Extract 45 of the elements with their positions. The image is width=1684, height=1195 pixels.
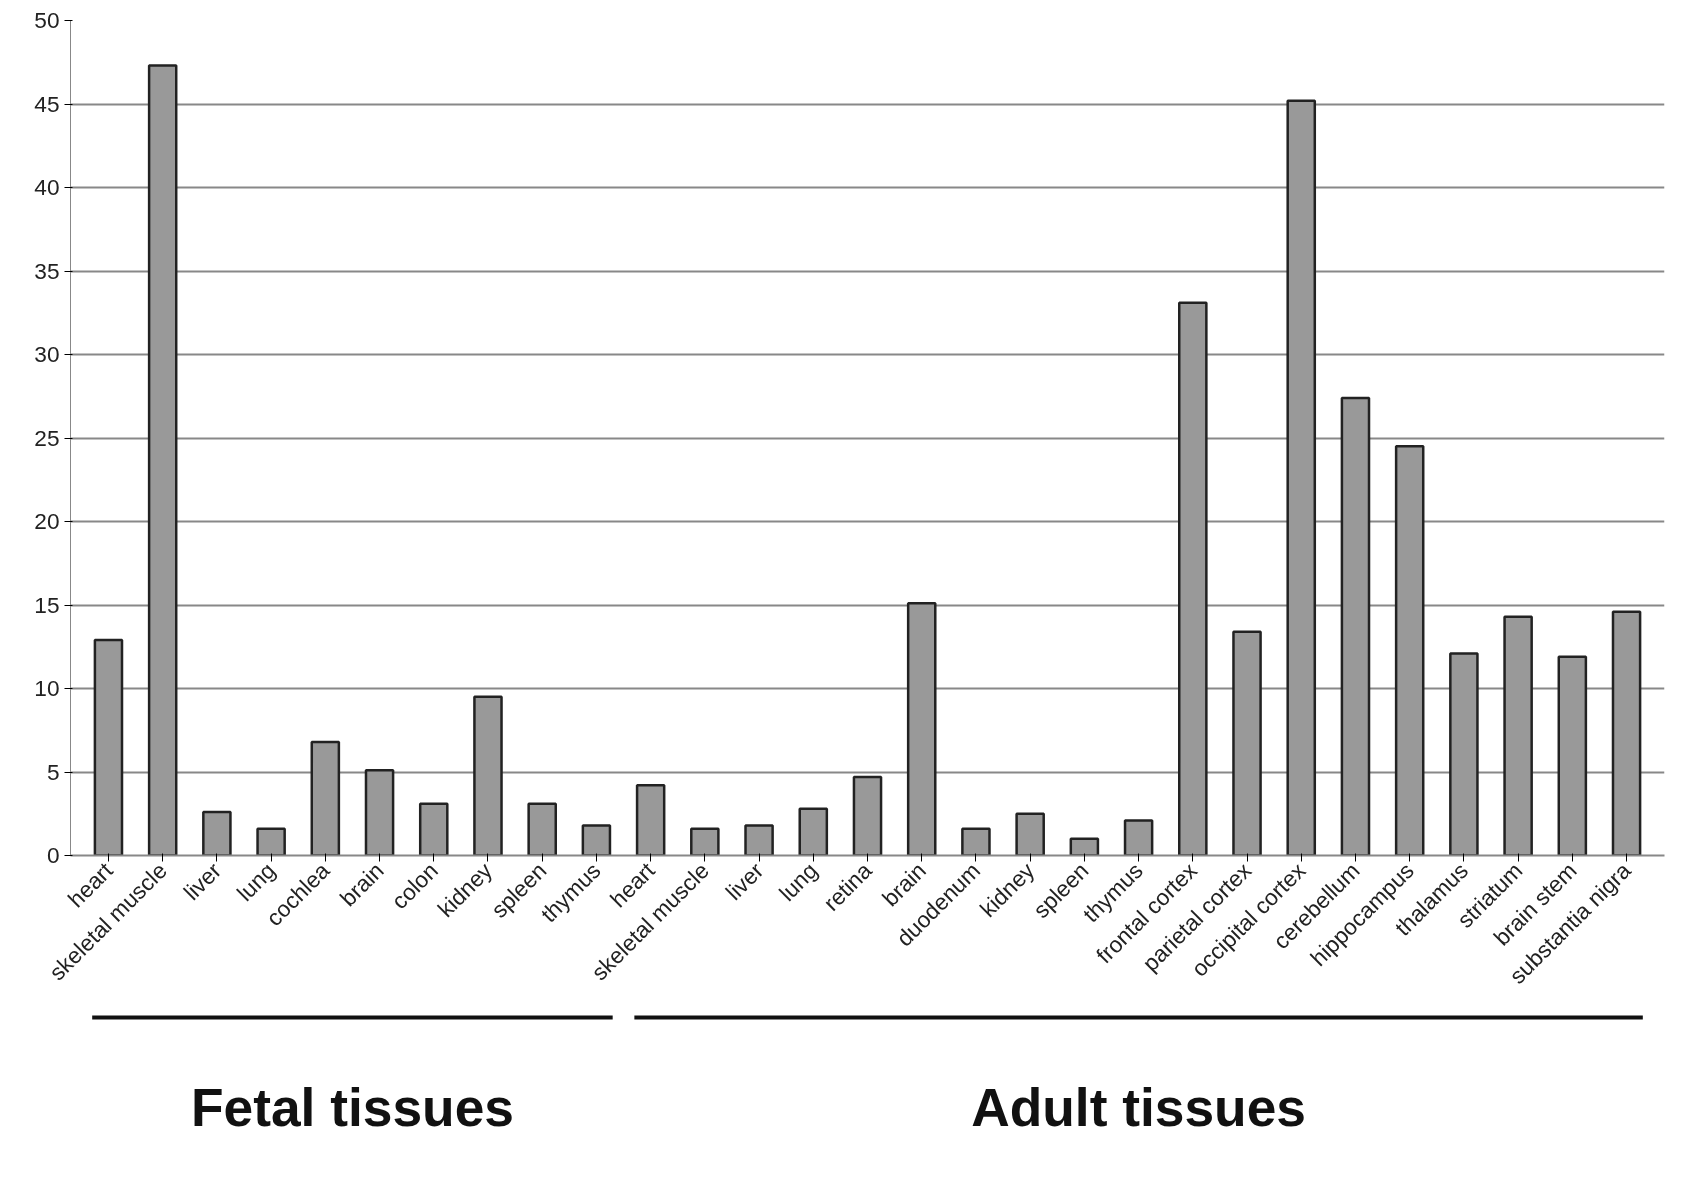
y-tick-label: 50 bbox=[34, 7, 60, 33]
y-tick-label: 5 bbox=[46, 758, 60, 785]
bar bbox=[364, 769, 395, 856]
bar bbox=[1178, 301, 1208, 856]
x-tick-label: lung bbox=[773, 857, 823, 906]
y-tick-label: 0 bbox=[46, 842, 60, 868]
bar bbox=[798, 807, 829, 856]
bar bbox=[527, 802, 557, 856]
bar bbox=[961, 827, 991, 856]
bar bbox=[1123, 819, 1154, 856]
y-tick-label: 30 bbox=[34, 341, 60, 367]
bar bbox=[744, 824, 774, 856]
text: Adult tissues bbox=[971, 1077, 1307, 1137]
bar bbox=[473, 695, 503, 856]
y-tick-label: 25 bbox=[34, 424, 60, 451]
bar bbox=[1449, 652, 1479, 856]
bar bbox=[1232, 630, 1262, 856]
bar bbox=[310, 740, 341, 856]
bar bbox=[690, 827, 720, 856]
x-tick-label: liver bbox=[720, 856, 769, 906]
bar bbox=[1015, 812, 1045, 856]
bar bbox=[1611, 610, 1642, 856]
bar bbox=[1340, 396, 1371, 856]
y-tick-label: 15 bbox=[34, 591, 60, 618]
bar bbox=[1557, 655, 1588, 856]
text: Fetal tissues bbox=[190, 1077, 514, 1137]
bar bbox=[1286, 99, 1317, 856]
bar bbox=[635, 784, 666, 856]
y-tick-label: 45 bbox=[34, 90, 60, 117]
bar bbox=[1069, 837, 1100, 856]
bar bbox=[906, 602, 937, 856]
bar bbox=[147, 64, 178, 856]
bar bbox=[581, 824, 612, 856]
bar bbox=[852, 775, 883, 856]
y-tick-label: 10 bbox=[34, 675, 60, 701]
bar bbox=[1503, 615, 1533, 856]
y-tick-label: 35 bbox=[34, 257, 60, 284]
x-tick-label: liver bbox=[178, 856, 227, 906]
bar bbox=[1394, 445, 1425, 856]
bar bbox=[93, 638, 124, 856]
bar bbox=[256, 827, 286, 856]
bar bbox=[202, 810, 232, 856]
bar bbox=[418, 802, 449, 856]
y-tick-label: 20 bbox=[34, 508, 60, 534]
y-tick-label: 40 bbox=[34, 174, 60, 200]
